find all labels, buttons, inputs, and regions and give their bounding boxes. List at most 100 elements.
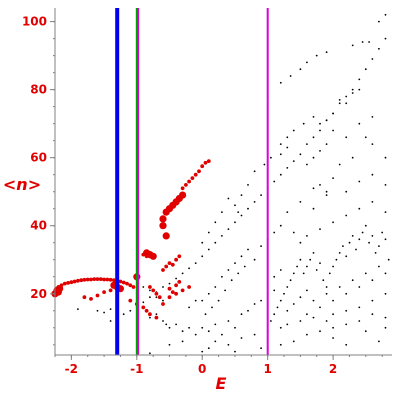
data-point bbox=[355, 248, 357, 251]
data-point bbox=[351, 156, 354, 159]
data-point bbox=[345, 190, 348, 193]
data-point bbox=[325, 190, 328, 193]
data-point bbox=[95, 293, 100, 298]
data-point bbox=[149, 252, 157, 260]
data-point bbox=[286, 323, 289, 326]
data-point bbox=[108, 277, 113, 282]
data-point bbox=[149, 289, 151, 292]
y-tick-label: 20 bbox=[30, 287, 47, 301]
data-point bbox=[112, 278, 116, 283]
data-point bbox=[299, 258, 302, 261]
data-point bbox=[384, 211, 387, 214]
data-point bbox=[151, 288, 156, 293]
data-point bbox=[234, 221, 236, 224]
ticks: -2 -1 0 1 2 20 40 60 80 100 bbox=[22, 15, 383, 376]
data-point bbox=[230, 279, 233, 282]
data-point bbox=[358, 78, 361, 81]
data-point bbox=[224, 289, 227, 292]
data-point bbox=[69, 280, 74, 285]
data-point bbox=[338, 252, 341, 254]
data-point bbox=[149, 296, 151, 299]
data-point bbox=[368, 241, 370, 244]
data-point bbox=[319, 262, 321, 264]
data-point bbox=[206, 159, 211, 164]
data-point bbox=[371, 58, 374, 60]
data-point bbox=[306, 163, 308, 166]
data-point bbox=[188, 326, 191, 329]
data-point bbox=[109, 320, 112, 322]
data-point bbox=[312, 299, 315, 302]
data-point bbox=[351, 279, 354, 282]
data-point bbox=[77, 308, 79, 310]
data-point bbox=[207, 347, 210, 350]
data-point bbox=[345, 309, 348, 312]
data-point bbox=[175, 277, 178, 280]
data-point bbox=[164, 264, 169, 269]
data-point bbox=[384, 326, 387, 329]
data-point bbox=[364, 68, 367, 71]
data-point bbox=[371, 235, 374, 237]
data-point bbox=[201, 326, 204, 329]
data-point bbox=[302, 272, 305, 275]
data-point bbox=[221, 275, 223, 278]
data-point bbox=[89, 297, 93, 301]
data-point bbox=[260, 347, 262, 350]
data-point bbox=[247, 248, 249, 251]
data-point bbox=[149, 352, 151, 355]
data-point bbox=[270, 320, 272, 322]
data-point bbox=[273, 289, 276, 292]
data-point bbox=[253, 201, 256, 203]
data-point bbox=[371, 201, 374, 203]
data-point bbox=[345, 214, 348, 217]
data-point bbox=[358, 320, 361, 322]
data-point bbox=[384, 316, 387, 319]
data-point bbox=[371, 116, 374, 118]
data-point bbox=[170, 290, 175, 294]
data-point bbox=[299, 201, 302, 203]
data-point bbox=[161, 268, 165, 272]
y-tick-label: 60 bbox=[30, 151, 47, 165]
data-point bbox=[296, 265, 298, 268]
data-point bbox=[165, 323, 168, 326]
data-point bbox=[98, 277, 103, 281]
data-point bbox=[306, 289, 308, 292]
data-point bbox=[345, 292, 348, 295]
data-point bbox=[286, 167, 289, 169]
data-point bbox=[279, 224, 282, 227]
data-point bbox=[102, 290, 106, 294]
data-point bbox=[286, 136, 289, 139]
data-point bbox=[167, 261, 172, 265]
data-point bbox=[187, 179, 192, 184]
data-point bbox=[312, 116, 315, 118]
y-tick-label: 100 bbox=[22, 15, 47, 29]
data-point bbox=[227, 343, 230, 346]
data-point bbox=[345, 255, 348, 258]
x-axis-title: E bbox=[216, 374, 227, 393]
data-point bbox=[286, 286, 289, 288]
data-point bbox=[332, 337, 334, 339]
data-point bbox=[154, 291, 159, 296]
data-point bbox=[92, 277, 97, 281]
data-point bbox=[201, 350, 204, 353]
data-point bbox=[168, 326, 171, 329]
data-point bbox=[279, 173, 282, 176]
data-point bbox=[322, 279, 325, 282]
data-point bbox=[253, 170, 256, 173]
x-tick-label: 2 bbox=[329, 362, 337, 376]
data-point bbox=[279, 153, 282, 156]
x-tick-label: -1 bbox=[130, 362, 143, 376]
data-point bbox=[66, 281, 70, 285]
data-point bbox=[332, 129, 334, 132]
data-point bbox=[234, 350, 236, 353]
data-point bbox=[387, 258, 390, 261]
data-point bbox=[345, 95, 348, 98]
data-point bbox=[157, 295, 162, 300]
data-point bbox=[361, 41, 364, 43]
data-point bbox=[253, 303, 256, 305]
data-point bbox=[247, 309, 249, 312]
data-point bbox=[214, 286, 217, 288]
data-point bbox=[345, 136, 348, 139]
data-point bbox=[159, 222, 167, 230]
data-point bbox=[306, 265, 308, 268]
